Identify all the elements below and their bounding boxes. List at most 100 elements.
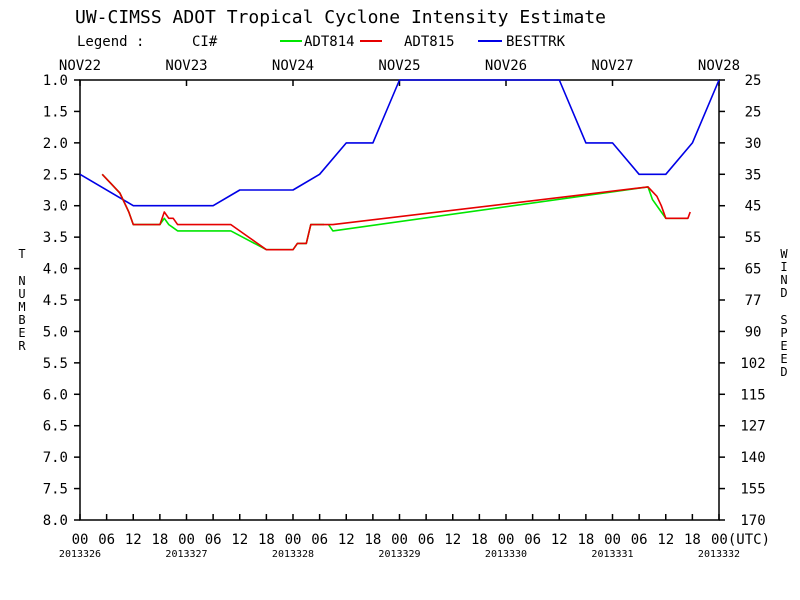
y-tick-label: 4.0: [43, 262, 68, 278]
y2-axis-label-char: N: [780, 273, 787, 287]
y2-tick-label: 45: [745, 199, 762, 215]
legend-label: Legend :: [77, 34, 144, 50]
y-tick-label: 1.0: [43, 73, 68, 89]
y2-axis-label-char: I: [780, 260, 787, 274]
y-axis-label-char: R: [18, 339, 26, 353]
legend-entry-adt815: ADT815: [404, 34, 455, 50]
x-tick-label: 18: [684, 532, 701, 548]
julian-date-label: 2013331: [591, 549, 633, 560]
x-tick-label: 00(UTC): [711, 532, 770, 548]
x-tick-label: 06: [98, 532, 115, 548]
y-tick-label: 7.5: [43, 482, 68, 498]
julian-date-label: 2013329: [378, 549, 420, 560]
julian-date-label: 2013330: [485, 549, 527, 560]
x-tick-label: 12: [125, 532, 142, 548]
x-axis-dates: NOV22 NOV23 NOV24 NOV25 NOV26 NOV27 NOV28: [59, 58, 740, 86]
x-tick-label: 12: [338, 532, 355, 548]
y-axis-label-char: M: [18, 300, 25, 314]
y-tick-label: 5.5: [43, 356, 68, 372]
x-tick-label: 18: [151, 532, 168, 548]
x-tick-label: 06: [524, 532, 541, 548]
x-tick-label: 00: [178, 532, 195, 548]
top-date-label: NOV22: [59, 58, 101, 74]
x-tick-label: 12: [444, 532, 461, 548]
y2-axis-label-char: D: [780, 286, 787, 300]
julian-date-label: 2013327: [165, 549, 207, 560]
x-tick-label: 00: [285, 532, 302, 548]
y-tick-label: 3.5: [43, 230, 68, 246]
y2-axis-label-char: W: [780, 247, 788, 261]
x-tick-label: 18: [577, 532, 594, 548]
y2-tick-label: 77: [745, 293, 762, 309]
y2-tick-label: 35: [745, 167, 762, 183]
top-date-label: NOV27: [591, 58, 633, 74]
x-tick-label: 18: [471, 532, 488, 548]
y2-tick-label: 25: [745, 73, 762, 89]
chart-title: UW-CIMSS ADOT Tropical Cyclone Intensity…: [75, 7, 606, 28]
plot-area: [79, 79, 720, 521]
julian-date-label: 2013328: [272, 549, 314, 560]
y-axis-wind-speed: 252530354555657790102115127140155170WIND…: [719, 73, 788, 529]
y2-axis-label-char: E: [780, 352, 787, 366]
y2-axis-label-char: P: [780, 326, 787, 340]
top-date-label: NOV24: [272, 58, 314, 74]
y-tick-label: 7.0: [43, 450, 68, 466]
x-tick-label: 00: [498, 532, 515, 548]
y2-tick-label: 30: [745, 136, 762, 152]
top-date-label: NOV25: [378, 58, 420, 74]
y-axis-label-char: U: [18, 287, 25, 301]
x-tick-label: 18: [258, 532, 275, 548]
y2-tick-label: 55: [745, 230, 762, 246]
y-axis-t-number: 1.0 1.5 2.0 2.5 3.0 3.5 4.0 4.5 5.0 5.5 6.0 6.5 7.0 7…: [18, 73, 80, 529]
series-line-adt815: [101, 173, 691, 251]
y2-tick-label: 102: [740, 356, 765, 372]
top-date-label: NOV28: [698, 58, 740, 74]
top-date-label: NOV26: [485, 58, 527, 74]
julian-date-label: 2013332: [698, 549, 740, 560]
y-axis-label-char: B: [18, 313, 25, 327]
x-tick-label: 00: [604, 532, 621, 548]
y2-tick-label: 115: [740, 387, 765, 403]
y-tick-label: 2.0: [43, 136, 68, 152]
y2-axis-label-char: D: [780, 365, 787, 379]
x-tick-label: 12: [551, 532, 568, 548]
x-tick-label: 06: [418, 532, 435, 548]
x-tick-label: 06: [205, 532, 222, 548]
y2-tick-label: 127: [740, 419, 765, 435]
y-tick-label: 8.0: [43, 513, 68, 529]
legend-entry-adt814: ADT814: [304, 34, 355, 50]
y-axis-label-char: E: [18, 326, 25, 340]
y2-tick-label: 90: [745, 324, 762, 340]
x-tick-label: 06: [311, 532, 328, 548]
x-tick-label: 00: [72, 532, 89, 548]
y2-tick-label: 155: [740, 482, 765, 498]
series-group: [79, 79, 720, 251]
x-tick-label: 00: [391, 532, 408, 548]
top-date-label: NOV23: [165, 58, 207, 74]
y2-axis-label-char: E: [780, 339, 787, 353]
legend-entry-besttrk: BESTTRK: [506, 34, 566, 50]
y-tick-label: 6.0: [43, 387, 68, 403]
x-tick-label: 06: [631, 532, 648, 548]
y2-tick-label: 65: [745, 262, 762, 278]
series-line-besttrk: [79, 79, 720, 207]
plot-frame: [79, 79, 720, 521]
y2-axis-label-char: S: [780, 313, 787, 327]
y-axis-label-char: N: [18, 274, 25, 288]
series-line-adt814: [327, 186, 688, 232]
x-axis-hours: 00 06 12 18 00 06 12 18 00 06 12 18 00 06 12 18 00 06 12 18…: [59, 514, 770, 560]
y2-tick-label: 170: [740, 513, 765, 529]
y-tick-label: 3.0: [43, 199, 68, 215]
x-tick-label: 12: [657, 532, 674, 548]
y-tick-label: 1.5: [43, 104, 68, 120]
y-tick-label: 6.5: [43, 419, 68, 435]
julian-date-label: 2013326: [59, 549, 101, 560]
y-tick-label: 4.5: [43, 293, 68, 309]
y2-tick-label: 25: [745, 104, 762, 120]
x-tick-label: 18: [364, 532, 381, 548]
y2-tick-label: 140: [740, 450, 765, 466]
y-tick-label: 5.0: [43, 324, 68, 340]
y-tick-label: 2.5: [43, 167, 68, 183]
x-tick-label: 12: [231, 532, 248, 548]
